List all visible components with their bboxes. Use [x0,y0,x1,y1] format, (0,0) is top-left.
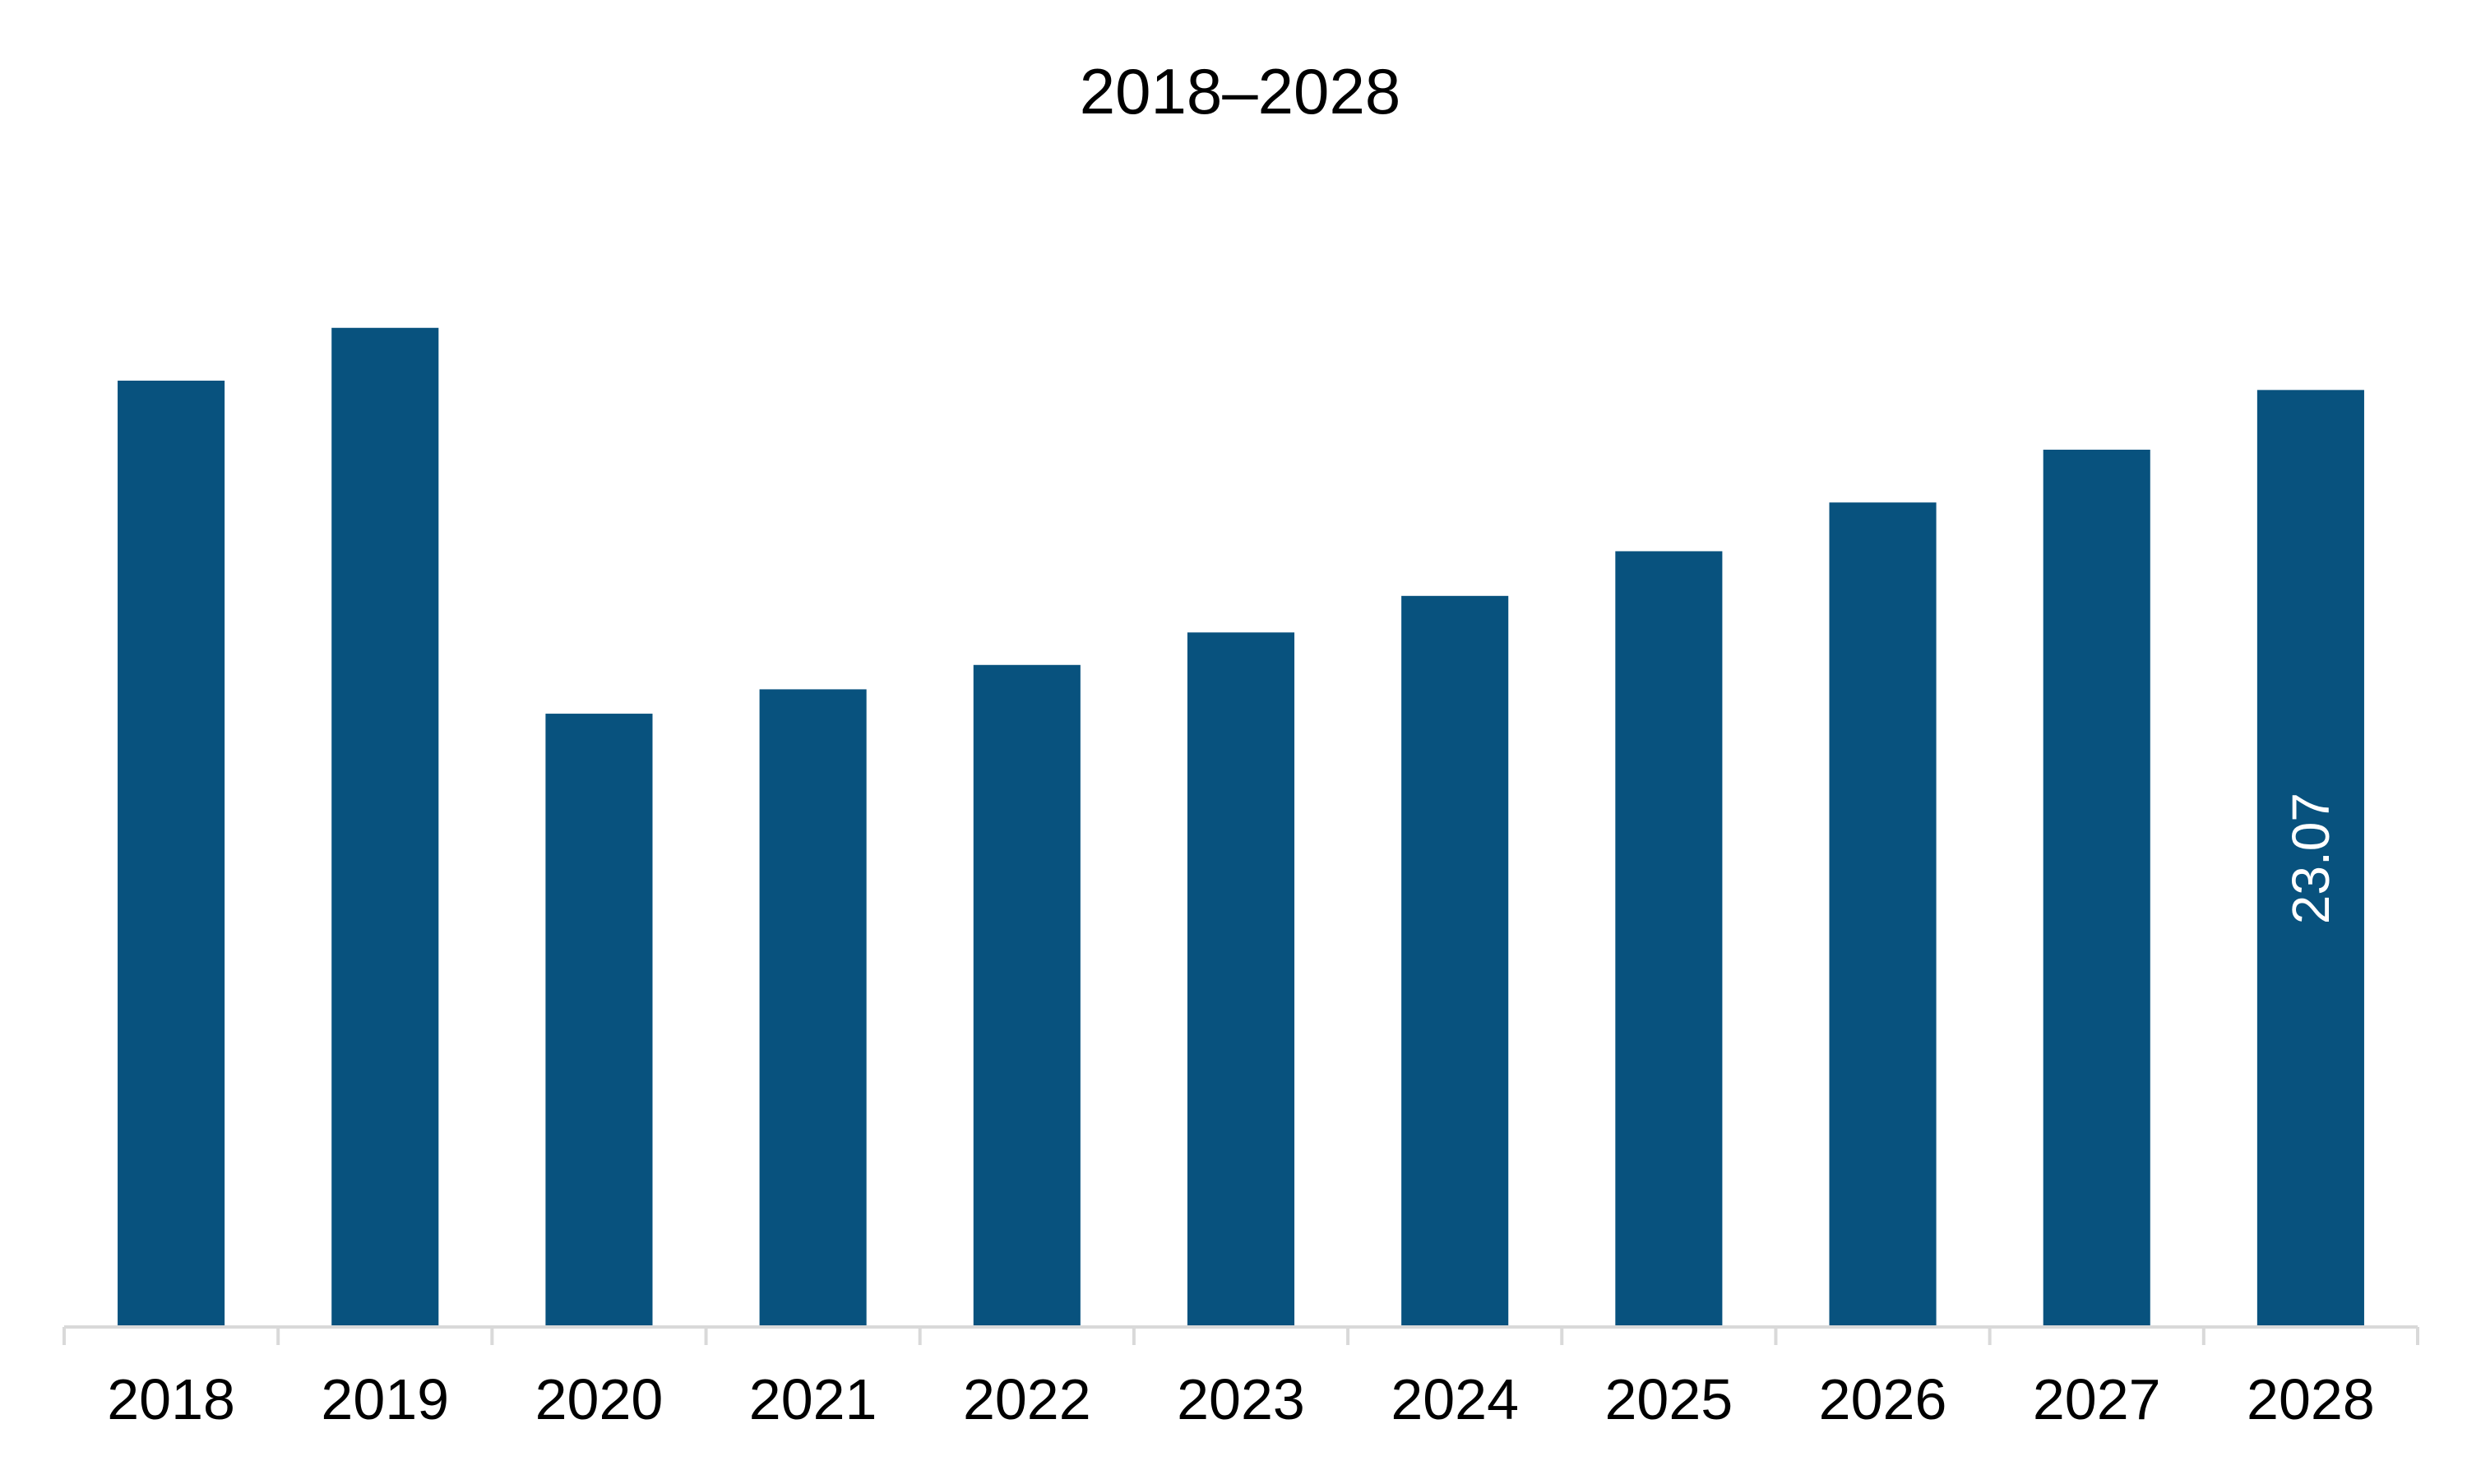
x-tick-label: 2021 [749,1367,877,1431]
x-tick-label: 2026 [1819,1367,1947,1431]
bar-2025 [1615,551,1723,1327]
bar-2026 [1829,502,1937,1327]
bar-2020 [545,714,653,1327]
bar-2022 [973,664,1081,1327]
chart-title: 2018–2028 [1080,55,1400,127]
bar-2023 [1187,632,1295,1327]
data-label: 23.07 [2281,793,2340,924]
bar-2028 [2256,390,2364,1327]
bar-2019 [331,327,439,1327]
bar-2021 [759,689,867,1327]
x-tick-label: 2020 [535,1367,664,1431]
bar-2018 [118,380,225,1328]
x-tick-label: 2023 [1177,1367,1305,1431]
bars-group [118,327,2364,1328]
bar-2027 [2043,449,2150,1328]
x-tick-label: 2027 [2033,1367,2161,1431]
x-tick-label: 2022 [963,1367,1091,1431]
x-tick-label: 2028 [2247,1367,2375,1431]
x-tick-label: 2018 [107,1367,235,1431]
bar-2024 [1401,595,1509,1327]
data-labels-group: 23.07 [2281,793,2340,924]
x-tick-label: 2024 [1391,1367,1519,1431]
x-axis: 2018 2019 2020 2021 2022 2023 2024 2025 2026 2027… [62,1325,2419,1431]
x-tick-label: 2019 [321,1367,449,1431]
x-tick-label: 2025 [1604,1367,1733,1431]
